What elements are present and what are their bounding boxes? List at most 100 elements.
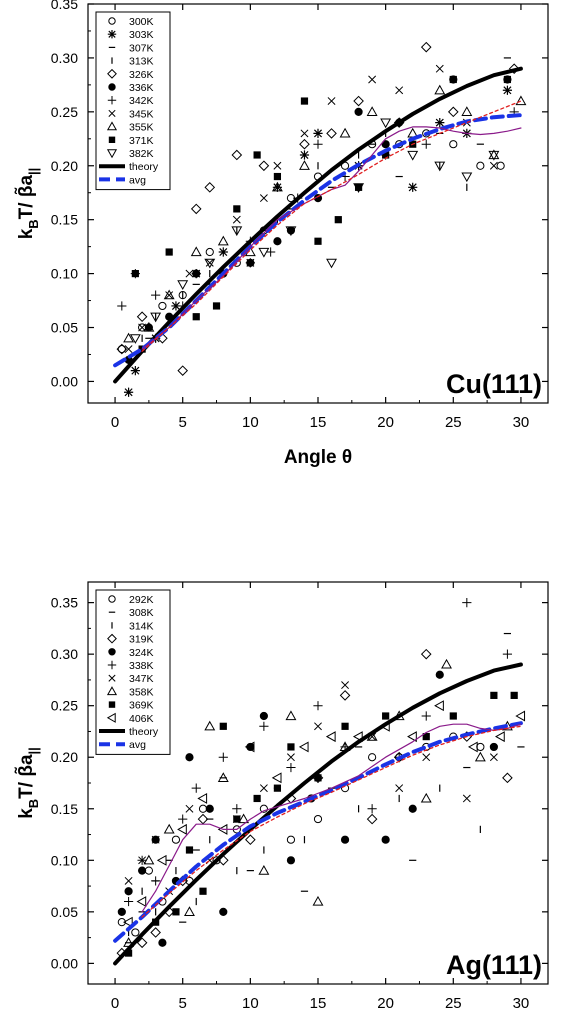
- x-tick-label: 10: [242, 414, 259, 431]
- x-tick-label: 0: [111, 995, 119, 1012]
- data-point: [150, 312, 162, 323]
- data-point: [325, 731, 336, 743]
- legend-marker: [108, 674, 116, 682]
- curve-thin-purple: [141, 126, 522, 350]
- data-point: [367, 804, 377, 814]
- data-point: [124, 887, 133, 896]
- data-point: [313, 139, 323, 149]
- y-axis-label-part: ||: [26, 168, 41, 175]
- series-369K: [124, 691, 518, 957]
- data-point: [212, 302, 221, 310]
- data-point: [244, 741, 255, 753]
- data-point: [489, 753, 498, 762]
- data-point: [143, 854, 155, 865]
- data-point: [123, 387, 134, 397]
- data-point: [117, 918, 126, 927]
- data-point: [299, 138, 310, 150]
- data-point: [192, 313, 200, 321]
- data-point: [156, 854, 167, 866]
- legend-marker: [107, 96, 117, 105]
- data-point: [258, 247, 270, 258]
- y-tick-label: 0.15: [51, 801, 78, 817]
- x-tick-label: 0: [111, 414, 119, 431]
- legend-label: theory: [129, 161, 159, 173]
- y-tick-label: 0.30: [51, 50, 78, 66]
- data-point: [474, 751, 486, 762]
- data-point: [312, 895, 324, 906]
- data-point: [339, 127, 351, 138]
- data-point: [339, 690, 351, 701]
- data-point: [449, 140, 458, 149]
- legend-label: 382K: [129, 148, 154, 160]
- x-tick-label: 25: [445, 995, 462, 1012]
- legend-marker: [108, 136, 116, 143]
- data-point: [123, 332, 135, 343]
- y-axis-label-part: T/: [16, 197, 37, 219]
- curve-thin-red: [141, 100, 522, 352]
- y-tick-label: 0.00: [51, 955, 78, 971]
- x-tick-label: 25: [445, 414, 462, 431]
- data-point: [136, 311, 148, 323]
- data-point: [421, 139, 431, 149]
- data-point: [192, 269, 201, 278]
- x-tick-label: 20: [377, 414, 394, 431]
- legend-label: 292K: [129, 594, 154, 606]
- data-point: [286, 762, 296, 773]
- series-347K: [124, 681, 498, 896]
- data-point: [515, 95, 527, 106]
- x-tick-label: 5: [179, 414, 187, 431]
- series-338K: [123, 598, 513, 907]
- data-point: [178, 814, 188, 824]
- data-point: [117, 344, 126, 354]
- legend-label: 338K: [129, 660, 154, 672]
- data-point: [352, 731, 363, 743]
- data-point: [515, 710, 526, 722]
- data-point: [197, 793, 208, 804]
- data-point: [217, 772, 229, 782]
- data-point: [165, 291, 174, 300]
- data-point: [395, 86, 404, 95]
- data-point: [313, 701, 323, 711]
- data-point: [151, 290, 161, 300]
- data-point: [300, 97, 309, 105]
- data-point: [138, 866, 147, 875]
- data-point: [286, 835, 296, 844]
- y-axis-label-part: k: [16, 808, 37, 819]
- data-point: [136, 937, 148, 949]
- data-point: [287, 743, 295, 751]
- data-point: [151, 835, 160, 844]
- data-point: [219, 907, 228, 916]
- data-point: [313, 814, 323, 824]
- y-tick-label: 0.15: [51, 212, 78, 228]
- legend-label: 336K: [129, 82, 154, 94]
- legend-marker: [106, 686, 118, 696]
- data-point: [177, 823, 187, 835]
- data-point: [272, 182, 283, 192]
- series-326K: [116, 41, 520, 376]
- data-point: [326, 128, 337, 139]
- data-point: [502, 85, 513, 95]
- data-point: [165, 248, 173, 256]
- data-point: [163, 289, 175, 300]
- ag111-panel: 0 5 10 15 20 25 30 0.00 0.05 0.10 0.15 0.20 0.25 0.30…: [14, 581, 549, 1029]
- data-point: [271, 181, 283, 192]
- data-point: [184, 906, 195, 916]
- legend-marker: [108, 109, 116, 117]
- data-point: [368, 753, 377, 762]
- curve-avg: [113, 721, 523, 943]
- data-point: [495, 731, 505, 743]
- legend-marker: [108, 701, 116, 708]
- y-axis-label-part: T/: [16, 777, 37, 799]
- data-point: [171, 835, 181, 844]
- data-point: [298, 741, 309, 753]
- legend-box: [95, 589, 171, 755]
- data-point: [205, 804, 214, 813]
- data-point: [233, 205, 241, 213]
- data-point: [421, 711, 431, 721]
- series-382K: [129, 118, 500, 344]
- legend-label: 371K: [129, 135, 154, 147]
- data-point: [273, 784, 282, 792]
- data-point: [299, 150, 310, 160]
- curve-theory: [113, 66, 523, 384]
- data-point: [461, 172, 473, 183]
